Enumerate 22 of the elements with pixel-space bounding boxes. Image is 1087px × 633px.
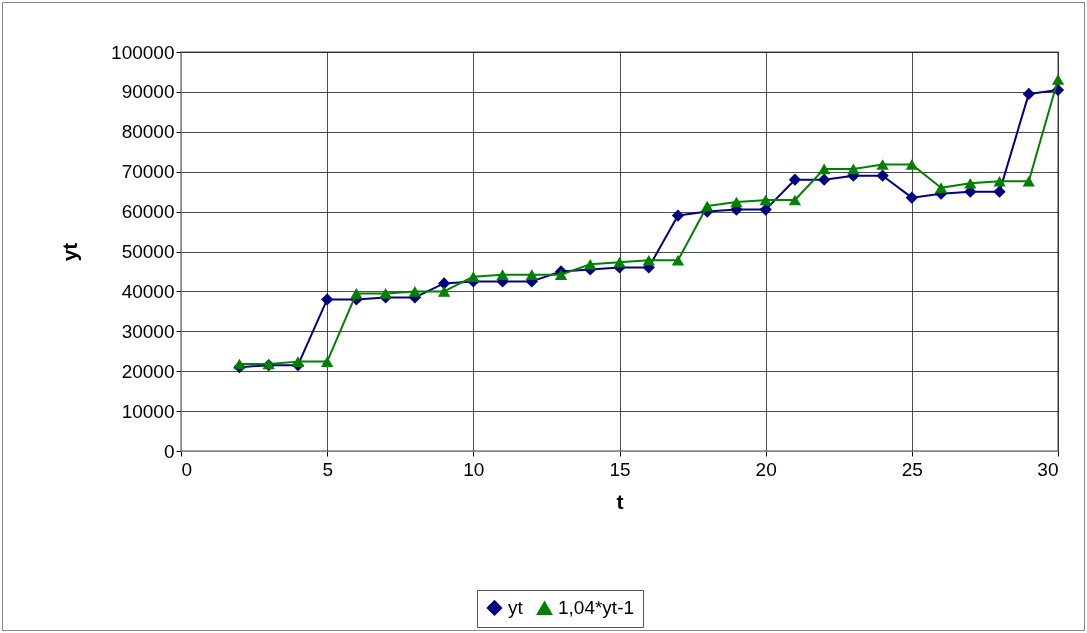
x-axis-title: t (616, 489, 624, 513)
y-tick-label: 60000 (121, 201, 175, 223)
x-tick-label: 10 (463, 458, 485, 480)
y-tick-label: 100000 (111, 41, 175, 63)
y-tick-label: 50000 (121, 241, 175, 262)
y-tick-label: 30000 (121, 320, 175, 342)
y-tick-label: 0 (163, 440, 175, 462)
legend-label: yt (508, 596, 524, 618)
y-tick-label: 70000 (121, 161, 175, 183)
y-tick-label: 10000 (121, 400, 175, 422)
x-tick-label: 0 (181, 458, 193, 480)
y-tick-label: 90000 (121, 81, 175, 103)
y-tick-label: 80000 (121, 121, 175, 143)
x-tick-label: 20 (755, 458, 777, 480)
x-tick-label: 5 (322, 458, 333, 480)
legend-label: 1,04*yt-1 (558, 597, 635, 619)
x-tick-label: 15 (609, 458, 631, 480)
x-tick-label: 25 (901, 458, 923, 480)
x-tick-label: 30 (1037, 458, 1059, 480)
y-axis-title: yt (58, 242, 82, 262)
y-tick-label: 20000 (121, 360, 175, 382)
y-tick-label: 40000 (121, 280, 175, 302)
